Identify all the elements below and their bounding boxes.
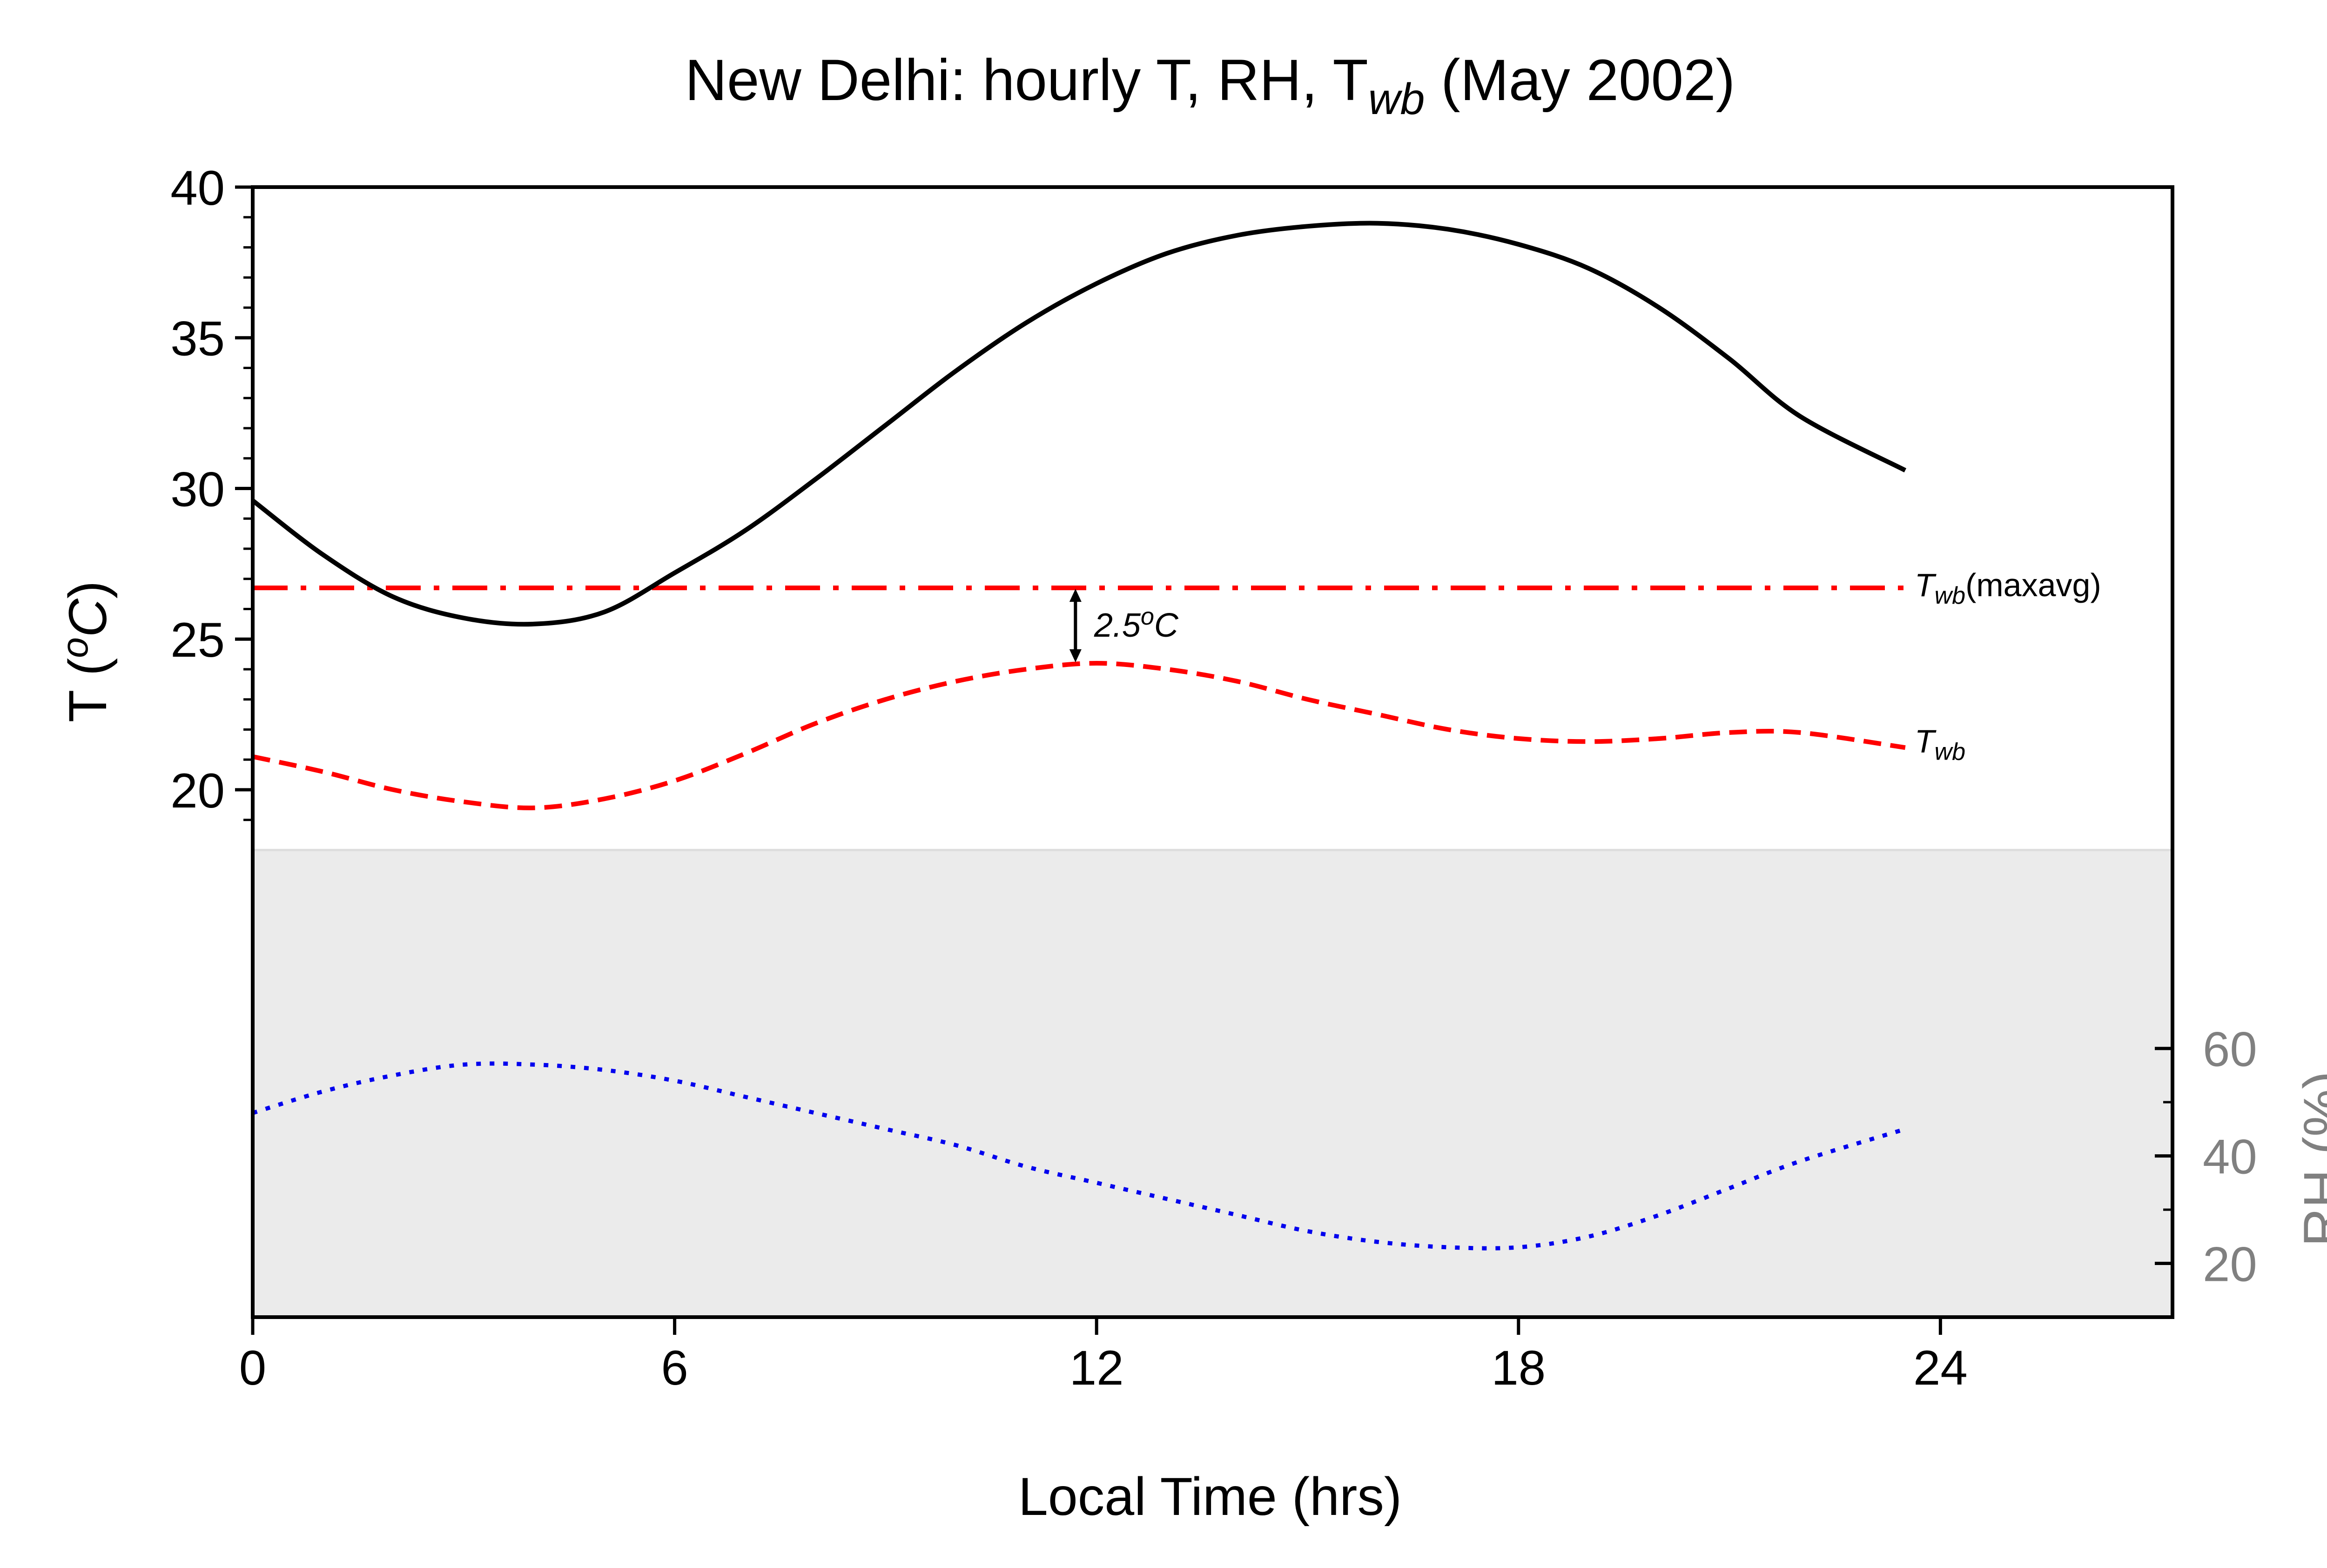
x-axis-label: Local Time (hrs) — [1018, 1467, 1402, 1527]
x-tick-label: 12 — [1069, 1341, 1124, 1395]
temperature-series-line — [251, 221, 1907, 627]
gap-arrow — [1069, 589, 1082, 662]
y-tick-label: 30 — [170, 462, 225, 517]
twb-maxavg-annotation: Twb(maxavg) — [1915, 567, 2101, 609]
rh-tick-label: 60 — [2203, 1023, 2257, 1077]
twb-annotation: Twb — [1915, 723, 1965, 765]
chart-title-subscript: wb — [1368, 74, 1425, 124]
rh-tick-label: 40 — [2203, 1130, 2257, 1184]
x-tick-label: 24 — [1913, 1341, 1968, 1395]
series-layer — [251, 221, 2172, 1251]
y-axis-label: T (oC) — [54, 581, 118, 722]
y-tick-label: 25 — [170, 613, 225, 667]
gap-arrow-head-top — [1069, 589, 1082, 602]
x-tick-label: 18 — [1491, 1341, 1546, 1395]
x-tick-label: 0 — [239, 1341, 266, 1395]
y-axis-ticks: 20 25 30 35 40 — [170, 161, 253, 818]
y-tick-label: 40 — [170, 161, 225, 215]
rh-axis-ticks: 20 40 60 — [2155, 1023, 2257, 1292]
y-axis-minor-ticks — [243, 216, 253, 821]
rh-axis-label: RH (%) — [2293, 1071, 2327, 1247]
x-tick-label: 6 — [661, 1341, 688, 1395]
twb-series-line — [252, 660, 1906, 810]
y-tick-label: 35 — [170, 312, 225, 366]
gap-arrow-head-bottom — [1069, 649, 1082, 662]
y-tick-label: 20 — [170, 764, 225, 818]
rh-panel-background — [253, 850, 2172, 1317]
plot-frame — [251, 185, 2174, 1319]
x-axis-ticks: 0 6 12 18 24 — [239, 1317, 1968, 1395]
rh-tick-label: 20 — [2203, 1238, 2257, 1292]
chart-title: New Delhi: hourly T, RH, Twb (May 2002) — [685, 48, 1735, 124]
gap-annotation-label: 2.5oC — [1094, 603, 1179, 644]
